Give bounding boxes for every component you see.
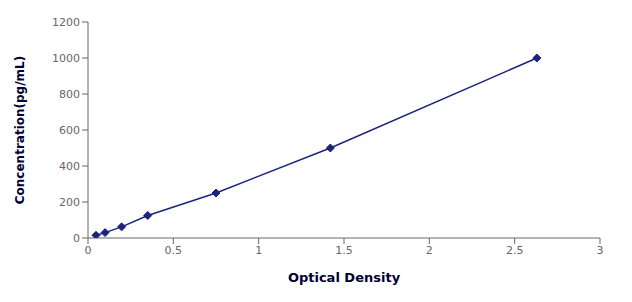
svg-text:1: 1 — [255, 244, 262, 257]
svg-text:2.5: 2.5 — [506, 244, 524, 257]
svg-text:Concentration(pg/mL): Concentration(pg/mL) — [13, 56, 27, 204]
svg-text:200: 200 — [59, 196, 80, 209]
svg-text:400: 400 — [59, 160, 80, 173]
svg-text:1000: 1000 — [52, 52, 80, 65]
svg-text:2: 2 — [426, 244, 433, 257]
svg-text:0: 0 — [73, 232, 80, 245]
svg-text:0.5: 0.5 — [165, 244, 183, 257]
svg-text:0: 0 — [85, 244, 92, 257]
svg-text:Optical Density: Optical Density — [288, 270, 401, 285]
svg-text:1200: 1200 — [52, 16, 80, 29]
svg-text:600: 600 — [59, 124, 80, 137]
svg-text:800: 800 — [59, 88, 80, 101]
svg-text:1.5: 1.5 — [335, 244, 353, 257]
svg-text:3: 3 — [597, 244, 604, 257]
